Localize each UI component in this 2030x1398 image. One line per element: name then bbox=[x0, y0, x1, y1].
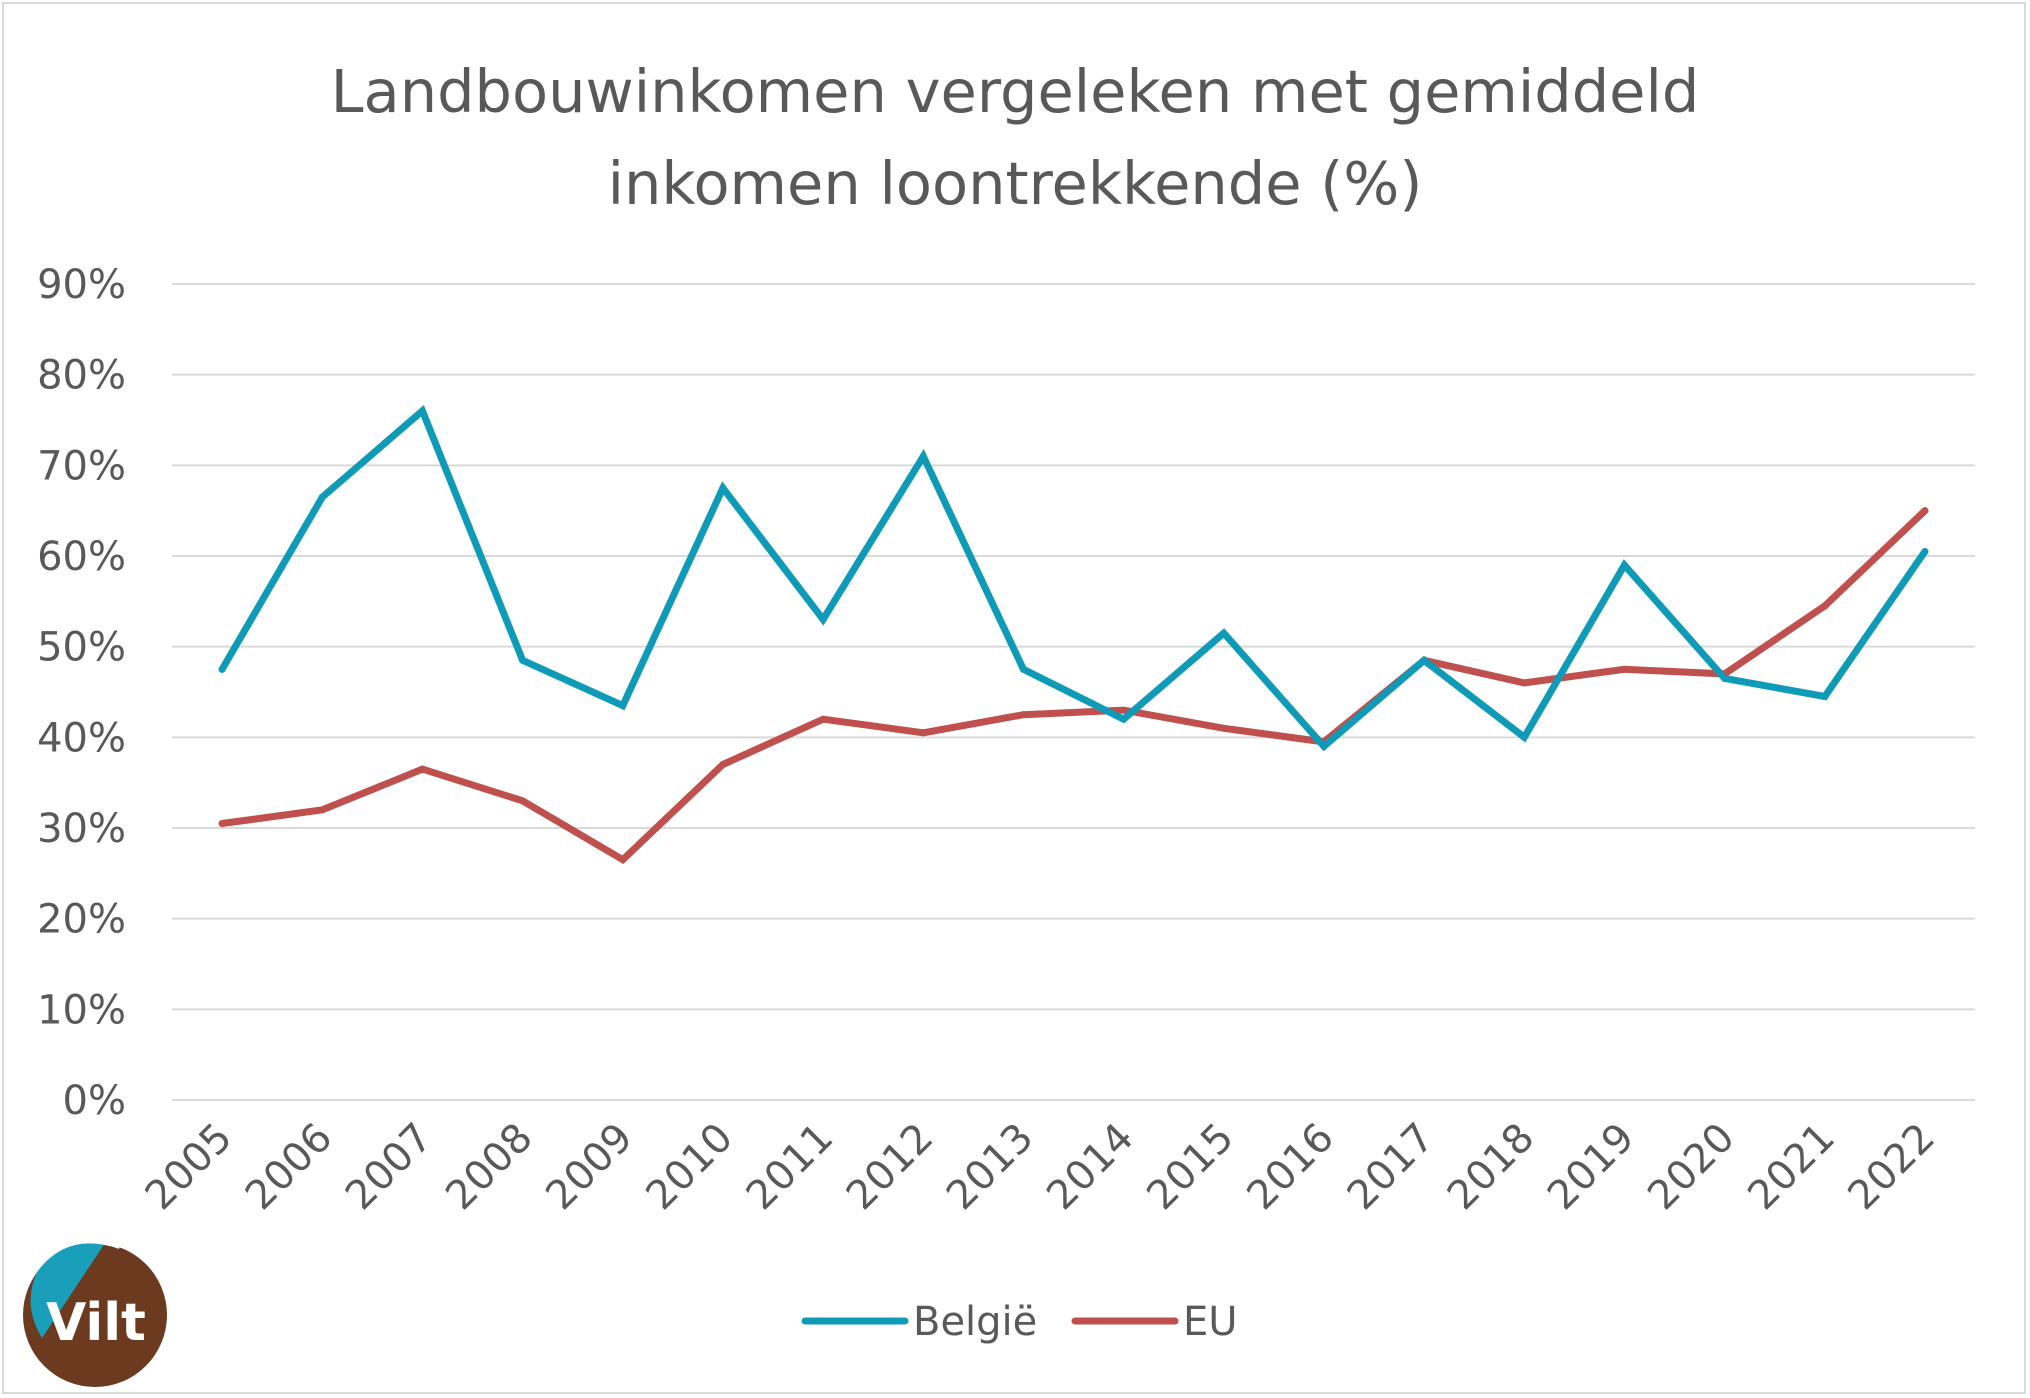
y-tick-label: 40% bbox=[37, 715, 126, 761]
chart-title-line-1: Landbouwinkomen vergeleken met gemiddeld bbox=[330, 57, 1700, 126]
vilt-logo: Vilt bbox=[21, 1237, 167, 1387]
x-tick-label: 2007 bbox=[337, 1115, 442, 1220]
data-point bbox=[1821, 602, 1829, 610]
x-tick-label: 2005 bbox=[137, 1115, 242, 1220]
data-point bbox=[1620, 561, 1628, 569]
x-tick-label: 2020 bbox=[1639, 1115, 1744, 1220]
data-point bbox=[1821, 693, 1829, 701]
data-point bbox=[1120, 706, 1128, 714]
x-tick-label: 2015 bbox=[1138, 1115, 1243, 1220]
chart-title: Landbouwinkomen vergeleken met gemiddeld… bbox=[0, 46, 2030, 230]
data-point bbox=[919, 452, 927, 460]
logo-swoosh bbox=[21, 1237, 121, 1284]
y-tick-label: 90% bbox=[37, 262, 126, 308]
data-point bbox=[1520, 733, 1528, 741]
x-tick-label: 2012 bbox=[838, 1115, 943, 1220]
chart-title-line-2: inkomen loontrekkende (%) bbox=[607, 149, 1423, 218]
logo-text: Vilt bbox=[46, 1293, 146, 1353]
y-tick-label: 70% bbox=[37, 443, 126, 489]
data-point bbox=[819, 715, 827, 723]
data-point bbox=[418, 765, 426, 773]
x-axis: 2005200620072008200920102011201220132014… bbox=[137, 1115, 1944, 1220]
data-point bbox=[418, 407, 426, 415]
gridlines bbox=[172, 283, 1975, 1101]
logo-accent bbox=[30, 1242, 106, 1338]
data-point bbox=[1520, 679, 1528, 687]
data-point bbox=[1019, 665, 1027, 673]
series-line-eu bbox=[218, 507, 1929, 865]
data-point bbox=[318, 493, 326, 501]
data-point bbox=[819, 615, 827, 623]
x-tick-label: 2021 bbox=[1739, 1115, 1844, 1220]
data-point bbox=[1019, 711, 1027, 719]
legend: België EU bbox=[801, 1299, 1238, 1345]
data-point bbox=[919, 729, 927, 737]
x-tick-label: 2006 bbox=[237, 1115, 342, 1220]
data-point bbox=[1220, 724, 1228, 732]
y-axis: 0% 10% 20% 30% 40% 50% 60% 70% 80% 90% bbox=[37, 262, 126, 1124]
series-line-belgi- bbox=[218, 405, 1929, 752]
data-point bbox=[1320, 742, 1328, 750]
x-tick-label: 2016 bbox=[1238, 1115, 1343, 1220]
x-tick-label: 2022 bbox=[1839, 1115, 1944, 1220]
data-point bbox=[1220, 629, 1228, 637]
x-tick-label: 2019 bbox=[1539, 1115, 1644, 1220]
data-point bbox=[519, 797, 527, 805]
y-tick-label: 30% bbox=[37, 806, 126, 852]
data-point bbox=[218, 819, 226, 827]
data-point bbox=[719, 761, 727, 769]
x-tick-label: 2011 bbox=[738, 1115, 843, 1220]
x-tick-label: 2009 bbox=[537, 1115, 642, 1220]
data-point bbox=[1921, 547, 1929, 555]
x-tick-label: 2008 bbox=[437, 1115, 542, 1220]
data-point bbox=[619, 856, 627, 864]
data-point bbox=[318, 806, 326, 814]
x-tick-label: 2013 bbox=[938, 1115, 1043, 1220]
data-point bbox=[1921, 507, 1929, 515]
y-tick-label: 80% bbox=[37, 353, 126, 399]
x-tick-label: 2018 bbox=[1439, 1115, 1544, 1220]
data-point bbox=[218, 665, 226, 673]
legend-label: België bbox=[913, 1299, 1037, 1345]
y-tick-label: 60% bbox=[37, 534, 126, 580]
data-point bbox=[519, 656, 527, 664]
legend-label: EU bbox=[1183, 1299, 1238, 1345]
x-tick-label: 2010 bbox=[637, 1115, 742, 1220]
x-tick-label: 2017 bbox=[1339, 1115, 1444, 1220]
y-tick-label: 10% bbox=[37, 987, 126, 1033]
y-tick-label: 20% bbox=[37, 897, 126, 943]
data-point bbox=[1120, 715, 1128, 723]
data-point bbox=[619, 702, 627, 710]
data-point bbox=[1721, 674, 1729, 682]
series-lines bbox=[218, 405, 1929, 865]
y-tick-label: 50% bbox=[37, 625, 126, 671]
data-point bbox=[1420, 656, 1428, 664]
x-tick-label: 2014 bbox=[1038, 1115, 1143, 1220]
y-tick-label: 0% bbox=[63, 1078, 126, 1124]
data-point bbox=[719, 484, 727, 492]
data-point bbox=[1620, 665, 1628, 673]
